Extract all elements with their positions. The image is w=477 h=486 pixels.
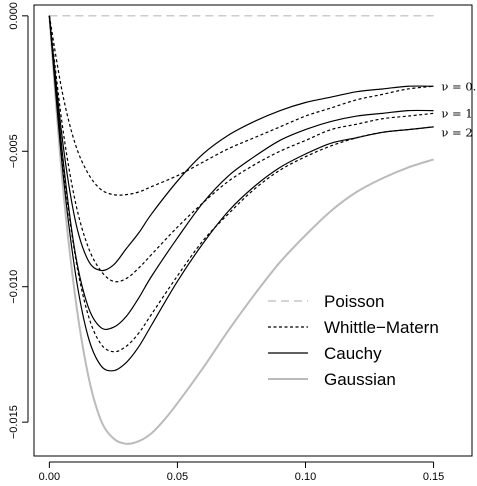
- y-tick-label-3: −0.015: [8, 405, 20, 439]
- y-axis: 0.000 −0.005 −0.010 −0.015: [8, 2, 29, 439]
- nu-label-1: ν = 1: [441, 106, 472, 120]
- annotation-layer: ν = 0.5 ν = 1 ν = 2: [441, 79, 477, 139]
- plot-frame: [33, 4, 473, 457]
- series-line-cauchy-6: [48, 15, 434, 372]
- series-line-gaussian-7: [48, 15, 434, 445]
- series-line-whittle-matern-2: [48, 15, 434, 283]
- legend: Poisson Whittle−Matern Cauchy Gaussian: [268, 292, 439, 389]
- legend-label-1: Whittle−Matern: [324, 318, 439, 337]
- x-tick-label-0: 0.00: [39, 471, 60, 483]
- x-tick-label-1: 0.05: [167, 471, 188, 483]
- series-line-whittle-matern-1: [48, 15, 434, 196]
- series-line-cauchy-4: [48, 15, 434, 272]
- y-tick-label-1: −0.005: [8, 134, 20, 168]
- y-tick-label-2: −0.010: [8, 270, 20, 304]
- legend-label-3: Gaussian: [324, 370, 396, 389]
- legend-label-0: Poisson: [324, 292, 384, 311]
- x-tick-label-3: 0.15: [423, 471, 444, 483]
- series-layer: [48, 15, 434, 445]
- nu-label-2: ν = 2: [441, 125, 472, 139]
- y-tick-label-0: 0.000: [8, 2, 20, 30]
- series-line-cauchy-5: [48, 15, 434, 331]
- x-axis: 0.00 0.05 0.10 0.15: [39, 461, 444, 483]
- legend-label-2: Cauchy: [324, 344, 382, 363]
- nu-label-0: ν = 0.5: [441, 79, 477, 93]
- x-tick-label-2: 0.10: [295, 471, 316, 483]
